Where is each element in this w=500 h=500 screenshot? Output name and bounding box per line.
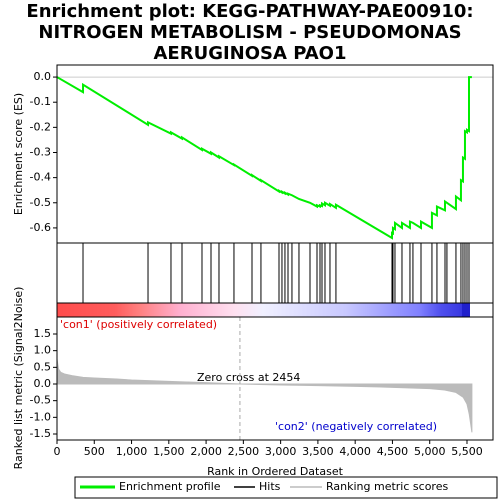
annotation: Zero cross at 2454 bbox=[197, 371, 300, 384]
panel-frame bbox=[56, 316, 494, 441]
y-tick-label: -0.3 bbox=[30, 145, 51, 158]
color-bar bbox=[57, 303, 469, 317]
ranking-metric-area bbox=[56, 358, 473, 433]
y-tick-label: -1.0 bbox=[30, 410, 51, 423]
x-tick-label: 2,500 bbox=[228, 445, 260, 458]
y-axis-label: Enrichment score (ES) bbox=[12, 93, 25, 215]
x-tick-label: 1,500 bbox=[153, 445, 185, 458]
y-tick-label: -0.4 bbox=[30, 171, 51, 184]
enrichment-profile bbox=[56, 76, 472, 240]
x-tick-label: 5,000 bbox=[414, 445, 446, 458]
annotation: 'con2' (negatively correlated) bbox=[275, 420, 437, 433]
color-bar-end bbox=[462, 303, 470, 317]
x-tick-label: 500 bbox=[84, 445, 105, 458]
chart-title: AERUGINOSA PAO1 bbox=[154, 43, 347, 64]
y-tick-label: -0.1 bbox=[30, 95, 51, 108]
panel-frame bbox=[56, 242, 494, 304]
x-tick-label: 5,500 bbox=[451, 445, 483, 458]
legend bbox=[74, 476, 498, 499]
legend-label: Enrichment profile bbox=[119, 480, 221, 493]
y-tick-label: 1.0 bbox=[34, 344, 52, 357]
chart-title: Enrichment plot: KEGG-PATHWAY-PAE00910: bbox=[26, 1, 473, 22]
x-tick-label: 4,000 bbox=[339, 445, 371, 458]
x-tick-label: 3,500 bbox=[302, 445, 334, 458]
y-tick-label: 1.5 bbox=[34, 327, 52, 340]
y-tick-label: -0.2 bbox=[30, 120, 51, 133]
x-tick-label: 0 bbox=[54, 445, 61, 458]
y-tick-label: 0.0 bbox=[34, 377, 52, 390]
legend-label: Ranking metric scores bbox=[326, 480, 448, 493]
x-tick-label: 2,000 bbox=[190, 445, 222, 458]
x-axis-label: Rank in Ordered Dataset bbox=[207, 465, 344, 478]
y-tick-label: -0.5 bbox=[30, 394, 51, 407]
x-tick-label: 4,500 bbox=[377, 445, 409, 458]
panel-frame bbox=[56, 64, 494, 244]
x-tick-label: 3,000 bbox=[265, 445, 297, 458]
annotation: 'con1' (positively correlated) bbox=[60, 318, 217, 331]
y-tick-label: 0.0 bbox=[34, 70, 52, 83]
y-tick-label: -0.5 bbox=[30, 196, 51, 209]
x-tick-label: 1,000 bbox=[116, 445, 148, 458]
y-tick-label: -1.5 bbox=[30, 427, 51, 440]
y-tick-label: 0.5 bbox=[34, 360, 52, 373]
legend-label: Hits bbox=[259, 480, 281, 493]
chart-title: NITROGEN METABOLISM - PSEUDOMONAS bbox=[38, 22, 461, 43]
y-tick-label: -0.6 bbox=[30, 221, 51, 234]
y-axis-label: Ranked list metric (Signal2Noise) bbox=[12, 287, 25, 470]
